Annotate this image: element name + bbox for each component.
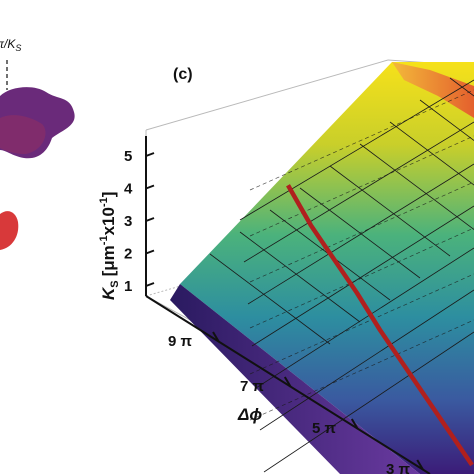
x-tick-label: 9 π (168, 333, 193, 350)
z-tick-mark (145, 184, 155, 190)
z-tick-label: 3 (124, 213, 132, 230)
z-tick-mark (145, 217, 155, 222)
left-blob-red (0, 211, 19, 250)
x-tick-mark (350, 418, 359, 430)
z-tick-mark (145, 249, 155, 255)
x-axis: 9 π 7 π 5 π 3 π (145, 295, 431, 474)
left-panel-fragment (0, 60, 75, 250)
x-tick-label: 7 π (240, 378, 265, 395)
surface (170, 62, 474, 474)
annotation-label: π/KS (0, 37, 21, 53)
z-tick-mark (145, 152, 155, 157)
z-tick-label: 1 (124, 278, 132, 295)
x-tick-label: 5 π (312, 420, 337, 437)
surface-main (180, 62, 474, 474)
surface-front-wall (170, 284, 420, 474)
surface-gridlines (209, 77, 474, 473)
surface-dashlines (249, 89, 474, 421)
z-tick-label: 5 (124, 148, 132, 165)
z-axis-label: KS[μm-1x10-1] (98, 192, 121, 300)
x-tick-mark (416, 459, 425, 471)
z-tick-mark (145, 282, 155, 287)
z-axis: 1 2 3 4 5 (124, 136, 155, 296)
panel-label: (c) (173, 66, 193, 83)
z-tick-label: 4 (124, 181, 133, 198)
surface-top-ridge (392, 62, 474, 118)
x-axis-label: Δϕ (237, 405, 262, 424)
x-tick-mark (283, 376, 292, 388)
x-tick-mark (212, 331, 220, 343)
z-tick-label: 2 (124, 246, 132, 263)
ks-curve-line (286, 184, 474, 467)
left-blob-purple-shade (0, 115, 46, 154)
x-tick-label: 3 π (386, 461, 411, 474)
